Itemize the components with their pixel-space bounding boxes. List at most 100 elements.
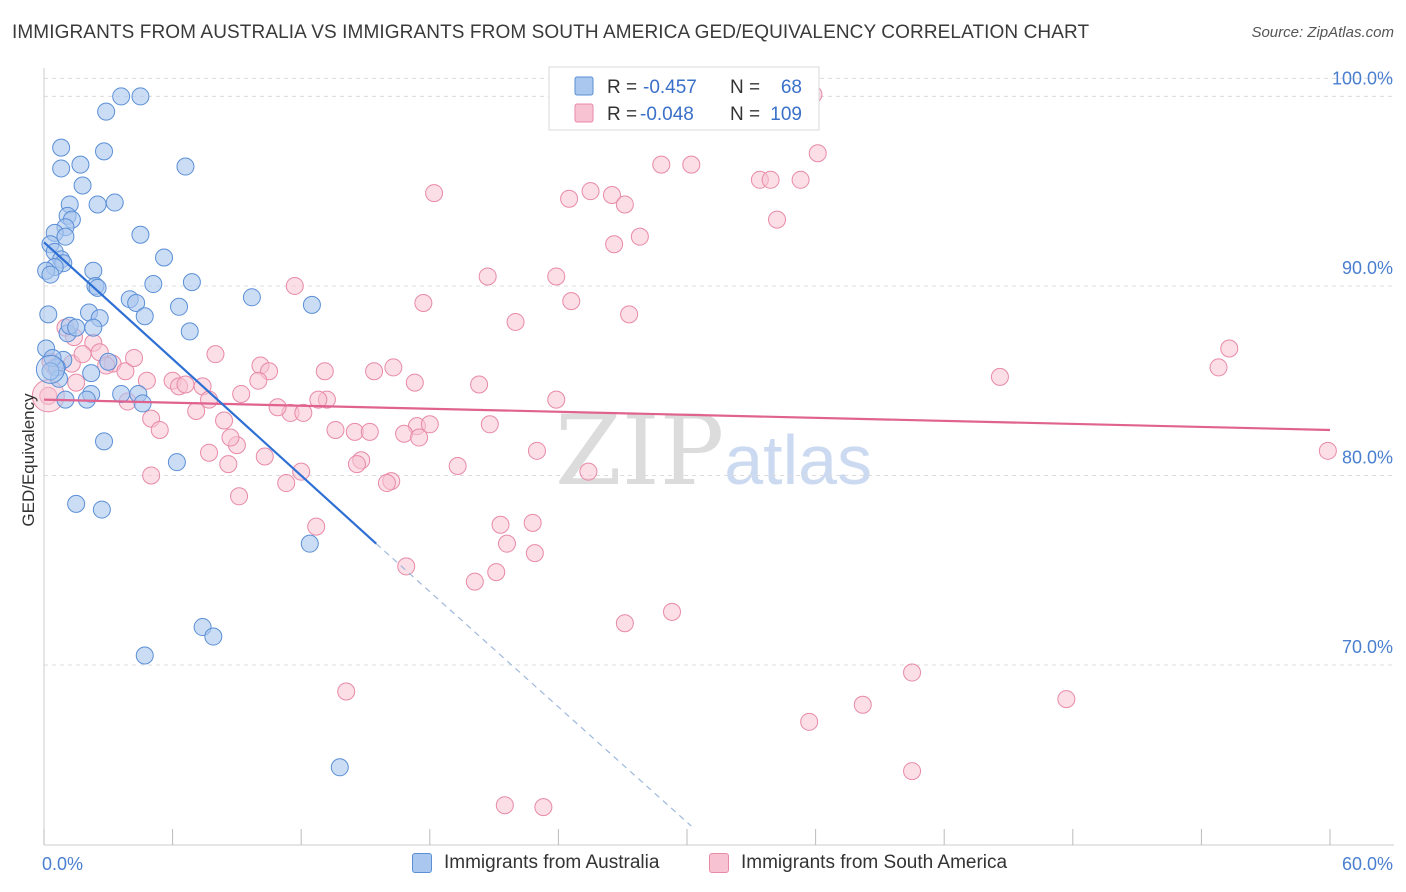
axes [43, 68, 1394, 846]
australia-point [73, 176, 92, 195]
stats-swatch-south-america [574, 103, 594, 123]
australia-point [170, 297, 189, 316]
australia-point [35, 354, 65, 384]
australia-point [56, 227, 75, 246]
south-america-point [200, 443, 219, 462]
south-america-point [491, 515, 510, 534]
south-america-point [615, 614, 634, 633]
australia-point [127, 293, 146, 312]
south-america-point [547, 390, 566, 409]
south-america-point [853, 695, 872, 714]
stats-n-label-south-america: N = [730, 104, 760, 125]
south-america-point [255, 447, 274, 466]
australia-point [133, 394, 152, 413]
stats-r-label-south-america: R = [607, 104, 637, 125]
stats-r-label-australia: R = [607, 77, 637, 98]
legend-item-south-america[interactable]: Immigrants from South America [709, 852, 1007, 874]
y-tick-label: 100.0% [1332, 68, 1393, 88]
south-america-point [1318, 441, 1337, 460]
stats-swatch-australia [574, 76, 594, 96]
south-america-trend-line [43, 398, 1331, 432]
south-america-point [605, 235, 624, 254]
gridlines [44, 77, 1394, 666]
south-america-point [73, 345, 92, 364]
south-america-point [345, 422, 364, 441]
south-america-point [1057, 690, 1076, 709]
south-america-point [903, 762, 922, 781]
australia-point [167, 453, 186, 472]
australia-point [84, 261, 103, 280]
south-america-point [448, 456, 467, 475]
australia-point [52, 138, 71, 157]
stats-n-value-australia: 68 [781, 77, 802, 98]
south-america-point [527, 441, 546, 460]
australia-point [105, 193, 124, 212]
australia-point [330, 758, 349, 777]
australia-point [84, 318, 103, 337]
south-america-point [495, 796, 514, 815]
australia-points [35, 87, 349, 777]
y-axis-label: GED/Equivalency [19, 393, 38, 527]
south-america-point [523, 513, 542, 532]
legend-item-australia[interactable]: Immigrants from Australia [412, 852, 659, 874]
south-america-point [315, 362, 334, 381]
south-america-point [142, 466, 161, 485]
australia-point [67, 318, 86, 337]
south-america-point [116, 362, 135, 381]
south-america-point [506, 312, 525, 331]
south-america-point [497, 534, 516, 553]
australia-point [302, 295, 321, 314]
south-america-point [581, 182, 600, 201]
south-america-point [615, 195, 634, 214]
south-america-point [219, 455, 238, 474]
south-america-point [410, 428, 429, 447]
south-america-point [620, 305, 639, 324]
south-america-point [285, 276, 304, 295]
australia-point [41, 265, 60, 284]
south-america-point [125, 348, 144, 367]
legend-label-australia: Immigrants from Australia [444, 852, 660, 873]
south-america-point [990, 367, 1009, 386]
south-america-point [808, 144, 827, 163]
y-tick-label: 70.0% [1342, 637, 1393, 657]
south-america-point [405, 373, 424, 392]
australia-point [67, 494, 86, 513]
australia-point [131, 87, 150, 106]
south-america-point [292, 462, 311, 481]
australia-point [204, 627, 223, 646]
australia-point [88, 278, 107, 297]
south-america-point [309, 390, 328, 409]
south-america-point [277, 474, 296, 493]
legend-swatch-australia [412, 853, 432, 873]
south-america-point [1209, 358, 1228, 377]
trend-lines [43, 241, 1331, 827]
south-america-point [294, 403, 313, 422]
stats-r-value-australia: -0.457 [643, 77, 697, 98]
australia-point [131, 225, 150, 244]
south-america-point [137, 371, 156, 390]
south-america-point [337, 682, 356, 701]
australia-point [95, 142, 114, 161]
south-america-point [395, 424, 414, 443]
australia-point [88, 195, 107, 214]
south-america-point [525, 544, 544, 563]
south-america-point [221, 428, 240, 447]
australia-point [39, 305, 58, 324]
south-america-point [652, 155, 671, 174]
australia-point [176, 157, 195, 176]
south-america-point [1220, 339, 1239, 358]
south-america-point [480, 415, 499, 434]
australia-point [180, 322, 199, 341]
australia-point [135, 307, 154, 326]
legend-swatch-south-america [709, 853, 729, 873]
south-america-point [67, 373, 86, 392]
australia-point [71, 155, 90, 174]
south-america-point [420, 415, 439, 434]
south-america-point [579, 462, 598, 481]
australia-point [99, 352, 118, 371]
australia-point [92, 500, 111, 519]
south-america-point [397, 557, 416, 576]
south-america-point [768, 210, 787, 229]
south-america-point [384, 358, 403, 377]
south-america-point [249, 371, 268, 390]
